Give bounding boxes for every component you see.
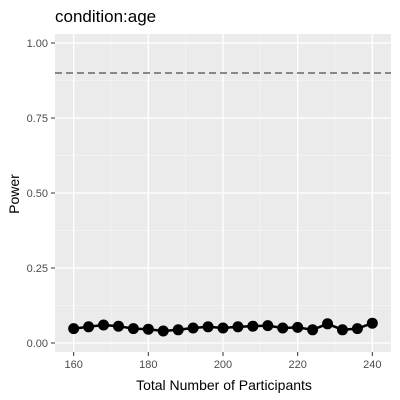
data-point — [217, 322, 229, 334]
x-tick-label: 180 — [139, 359, 157, 371]
data-point — [336, 324, 348, 336]
y-tick-label: 0.00 — [27, 338, 48, 350]
series-layer — [68, 317, 378, 337]
data-point — [98, 319, 110, 331]
data-point — [277, 322, 289, 334]
y-axis: 0.00 0.25 0.50 0.75 1.00 — [27, 38, 55, 350]
chart-title: condition:age — [55, 7, 156, 26]
major-gridlines — [55, 34, 391, 352]
data-point — [202, 321, 214, 333]
data-point — [127, 323, 139, 335]
y-tick-label: 1.00 — [27, 38, 48, 50]
data-point — [247, 320, 259, 332]
data-point — [157, 325, 169, 337]
y-axis-title: Power — [6, 174, 22, 214]
data-point — [232, 321, 244, 333]
y-tick-label: 0.25 — [27, 263, 48, 275]
data-point — [307, 324, 319, 336]
data-point — [322, 318, 334, 330]
x-axis-title: Total Number of Participants — [136, 377, 312, 393]
x-tick-label: 220 — [288, 359, 306, 371]
data-point — [142, 323, 154, 335]
data-point — [68, 323, 80, 335]
data-point — [112, 320, 124, 332]
x-tick-label: 200 — [214, 359, 232, 371]
y-tick-label: 0.50 — [27, 188, 48, 200]
data-point — [351, 323, 363, 335]
data-point — [262, 320, 274, 332]
data-point — [172, 324, 184, 336]
x-tick-label: 240 — [363, 359, 381, 371]
y-tick-label: 0.75 — [27, 113, 48, 125]
data-point — [292, 321, 304, 333]
x-tick-label: 160 — [64, 359, 82, 371]
x-axis: 160 180 200 220 240 — [64, 352, 382, 371]
data-point — [187, 322, 199, 334]
data-point — [83, 321, 95, 333]
data-point — [366, 317, 378, 329]
